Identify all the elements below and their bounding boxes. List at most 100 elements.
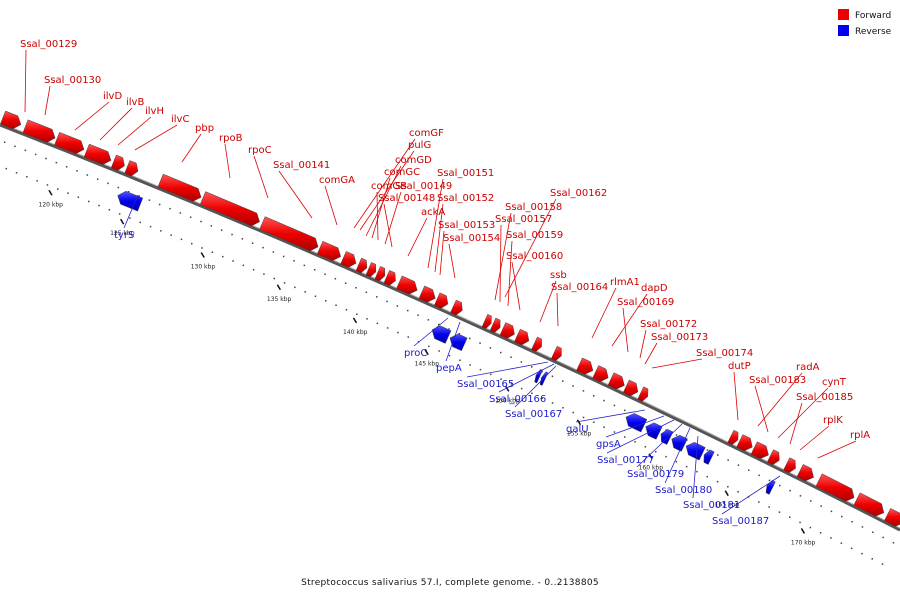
forward-leader-line (789, 402, 803, 445)
minor-tick-inner (841, 515, 843, 518)
minor-tick-outer (98, 204, 100, 207)
forward-leader-line (448, 243, 456, 279)
reverse-leader-line (466, 361, 549, 378)
reverse-gene (765, 479, 776, 495)
minor-tick-inner (386, 300, 388, 303)
forward-gene-label: Ssal_00172 (640, 319, 697, 330)
minor-tick-outer (118, 213, 121, 215)
minor-tick-inner (469, 337, 471, 340)
minor-tick-outer (881, 563, 884, 565)
reverse-leader-line (413, 317, 449, 347)
reverse-gene-label: Ssal_00179 (627, 469, 684, 480)
forward-gene (622, 379, 639, 397)
reverse-leader-line (692, 435, 699, 499)
minor-tick-inner (14, 145, 16, 148)
forward-gene-label: Ssal_00169 (617, 297, 674, 308)
forward-gene-label: ilvB (126, 97, 144, 108)
forward-leader-line (99, 107, 133, 141)
minor-tick-outer (768, 506, 770, 508)
minor-tick-inner (127, 191, 130, 193)
minor-tick-outer (304, 291, 306, 293)
reverse-leader-line (123, 194, 139, 229)
reverse-gene-label: galU (566, 424, 589, 435)
forward-leader-line (117, 116, 152, 146)
reverse-gene (645, 422, 663, 440)
forward-leader-line (278, 170, 313, 219)
minor-tick-outer (655, 451, 657, 453)
label-leaders (24, 49, 857, 515)
minor-tick-outer (314, 295, 317, 297)
minor-tick-inner (407, 309, 409, 312)
minor-tick-outer (778, 511, 781, 513)
minor-tick-outer (386, 327, 389, 329)
forward-leader-line (134, 124, 178, 151)
forward-gene (374, 266, 386, 282)
forward-gene-label: ilvC (171, 114, 189, 125)
reverse-leader-line (498, 363, 555, 393)
minor-tick-outer (211, 251, 214, 253)
minor-tick-outer (397, 331, 399, 334)
minor-tick-outer (5, 167, 7, 170)
forward-gene (418, 285, 436, 303)
forward-gene-label: Ssal_00183 (749, 375, 806, 386)
minor-tick-inner (231, 233, 233, 236)
forward-gene-label: ilvD (103, 91, 122, 102)
minor-tick-inner (3, 141, 6, 143)
reverse-gene-label: proC (404, 348, 427, 359)
minor-tick-inner (200, 220, 202, 223)
forward-gene (550, 345, 562, 362)
minor-tick-outer (510, 383, 513, 385)
legend-reverse-swatch (838, 25, 849, 36)
minor-tick-outer (685, 465, 688, 468)
forward-leader-line (644, 342, 658, 365)
forward-gene-label: pulG (408, 140, 431, 151)
forward-leader-line (511, 261, 521, 311)
reverse-gene (117, 190, 144, 212)
forward-gene-label: Ssal_00185 (796, 392, 853, 403)
minor-tick-outer (830, 537, 832, 539)
forward-gene (513, 328, 530, 346)
reverse-gene (539, 371, 549, 386)
reverse-gene (671, 434, 688, 452)
tick-marks: 120 kbp 125 kbp 130 kbp 135 kbp 140 kbp 145 k… (39, 189, 816, 546)
minor-tick-outer (242, 264, 245, 267)
minor-tick-inner (355, 287, 357, 289)
reverse-gene-label: Ssal_00181 (683, 500, 740, 511)
tick-label: 120 kbp (39, 201, 64, 208)
forward-gene (450, 299, 463, 316)
forward-leader-line (507, 240, 513, 307)
minor-tick-inner (727, 459, 729, 461)
minor-tick-outer (737, 491, 739, 493)
minor-tick-outer (345, 309, 348, 311)
reverse-leader-line (664, 427, 691, 484)
forward-gene-label: Ssal_00160 (506, 251, 563, 262)
minor-tick-outer (263, 273, 265, 275)
minor-tick-inner (262, 246, 264, 249)
minor-tick-inner (531, 366, 533, 368)
minor-tick-outer (160, 230, 162, 232)
forward-gene (22, 119, 56, 143)
minor-tick-outer (562, 407, 564, 409)
forward-leader-line (434, 203, 444, 273)
forward-gene-label: cynT (822, 377, 847, 388)
reverse-leader-line (721, 475, 781, 515)
minor-tick-inner (303, 264, 306, 267)
forward-leader-line (504, 198, 557, 298)
forward-gene (783, 457, 796, 474)
minor-tick-inner (179, 212, 182, 214)
forward-gene-label: Ssal_00159 (506, 230, 563, 241)
tick-label: 155 kbp (567, 431, 592, 438)
gene-features (0, 110, 900, 527)
forward-gene (199, 191, 260, 227)
minor-tick-outer (88, 200, 90, 203)
forward-gene (355, 257, 368, 274)
forward-leader-line (407, 217, 428, 257)
minor-tick-outer (222, 255, 224, 258)
major-tick (800, 528, 806, 534)
minor-tick-outer (758, 501, 760, 503)
forward-gene-label: Ssal_00141 (273, 160, 330, 171)
forward-gene-label: ilvH (145, 106, 164, 117)
minor-tick-inner (438, 323, 440, 326)
tick-label: 135 kbp (267, 296, 292, 303)
minor-tick-outer (675, 460, 678, 463)
